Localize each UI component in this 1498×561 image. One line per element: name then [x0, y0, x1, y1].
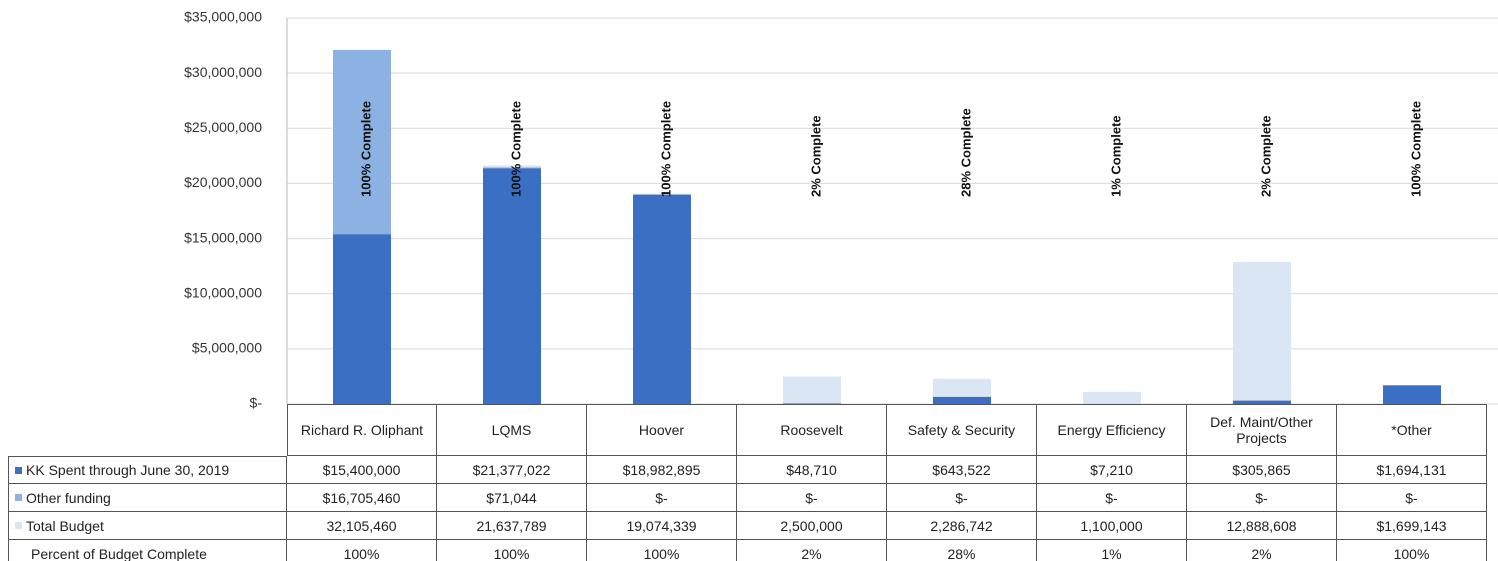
annotation: 100% Complete [508, 101, 523, 197]
table-cell: $71,044 [437, 484, 587, 512]
table-cell: $15,400,000 [287, 456, 437, 484]
annotation: 2% Complete [808, 115, 823, 197]
table-cell: $1,694,131 [1337, 456, 1487, 484]
bar [1233, 261, 1291, 404]
table-cell: 100% [587, 540, 737, 561]
table-cell: 2% [1187, 540, 1337, 561]
y-tick-label: $- [250, 395, 263, 411]
table-cell: $- [1187, 484, 1337, 512]
table-cell: Hoover [587, 404, 737, 456]
table-cell: $18,982,895 [587, 456, 737, 484]
table-cell: $643,522 [887, 456, 1037, 484]
bar [633, 194, 691, 404]
table-cell: $- [1337, 484, 1487, 512]
table-cell: $21,377,022 [437, 456, 587, 484]
annotation: 100% Complete [1408, 101, 1423, 197]
table-cell: 100% [287, 540, 437, 561]
table-cell: Other funding [8, 484, 287, 512]
table-cell: Richard R. Oliphant [287, 404, 437, 456]
table-cell: 12,888,608 [1187, 512, 1337, 540]
table-cell: $- [737, 484, 887, 512]
table-cell: Roosevelt [737, 404, 887, 456]
table-cell: $305,865 [1187, 456, 1337, 484]
bar [333, 234, 391, 404]
legend-label: KK Spent through June 30, 2019 [26, 462, 230, 478]
bar [933, 396, 991, 404]
table-cell: $1,699,143 [1337, 512, 1487, 540]
table-cell: 1,100,000 [1037, 512, 1187, 540]
table-cell: $- [587, 484, 737, 512]
legend-swatch [15, 522, 22, 529]
table-cell: 100% [1337, 540, 1487, 561]
bar [1383, 385, 1441, 404]
table-cell: 21,637,789 [437, 512, 587, 540]
table-cell: Percent of Budget Complete [8, 540, 287, 561]
bar [333, 49, 391, 235]
y-tick-label: $5,000,000 [192, 340, 262, 356]
table-cell: 100% [437, 540, 587, 561]
bar [1233, 400, 1291, 404]
legend-swatch [15, 494, 22, 501]
table-cell: *Other [1337, 404, 1487, 456]
bar [483, 168, 541, 404]
table-cell: 1% [1037, 540, 1187, 561]
table-cell: $7,210 [1037, 456, 1187, 484]
table-cell: Total Budget [8, 512, 287, 540]
table-cell: Def. Maint/Other Projects [1187, 404, 1337, 456]
legend-label: Other funding [26, 489, 111, 506]
bar [1083, 391, 1141, 404]
annotation: 100% Complete [358, 101, 373, 197]
bar [483, 167, 541, 169]
legend-label: Percent of Budget Complete [31, 545, 207, 561]
table-cell: KK Spent through June 30, 2019 [8, 456, 287, 484]
table-cell: Safety & Security [887, 404, 1037, 456]
table-cell: $- [1037, 484, 1187, 512]
table-cell: $16,705,460 [287, 484, 437, 512]
table-cell: 2,286,742 [887, 512, 1037, 540]
table-cell: LQMS [437, 404, 587, 456]
table-cell: 2% [737, 540, 887, 561]
annotation: 2% Complete [1258, 115, 1273, 197]
table-cell: $48,710 [737, 456, 887, 484]
table-cell: $- [887, 484, 1037, 512]
bar [783, 403, 841, 404]
annotation: 28% Complete [958, 108, 973, 197]
table-cell: 32,105,460 [287, 512, 437, 540]
y-tick-label: $35,000,000 [184, 9, 262, 25]
y-tick-label: $15,000,000 [184, 229, 262, 245]
bar [783, 376, 841, 404]
y-tick-label: $25,000,000 [184, 119, 262, 135]
table-cell: Energy Efficiency [1037, 404, 1187, 456]
table-cell: 19,074,339 [587, 512, 737, 540]
table-cell: 28% [887, 540, 1037, 561]
legend-swatch [15, 466, 22, 474]
annotation: 1% Complete [1108, 115, 1123, 197]
legend-label: Total Budget [26, 517, 104, 534]
y-tick-label: $20,000,000 [184, 174, 262, 190]
table-cell: 2,500,000 [737, 512, 887, 540]
annotation: 100% Complete [658, 101, 673, 197]
y-tick-label: $30,000,000 [184, 64, 262, 80]
y-tick-label: $10,000,000 [184, 284, 262, 300]
